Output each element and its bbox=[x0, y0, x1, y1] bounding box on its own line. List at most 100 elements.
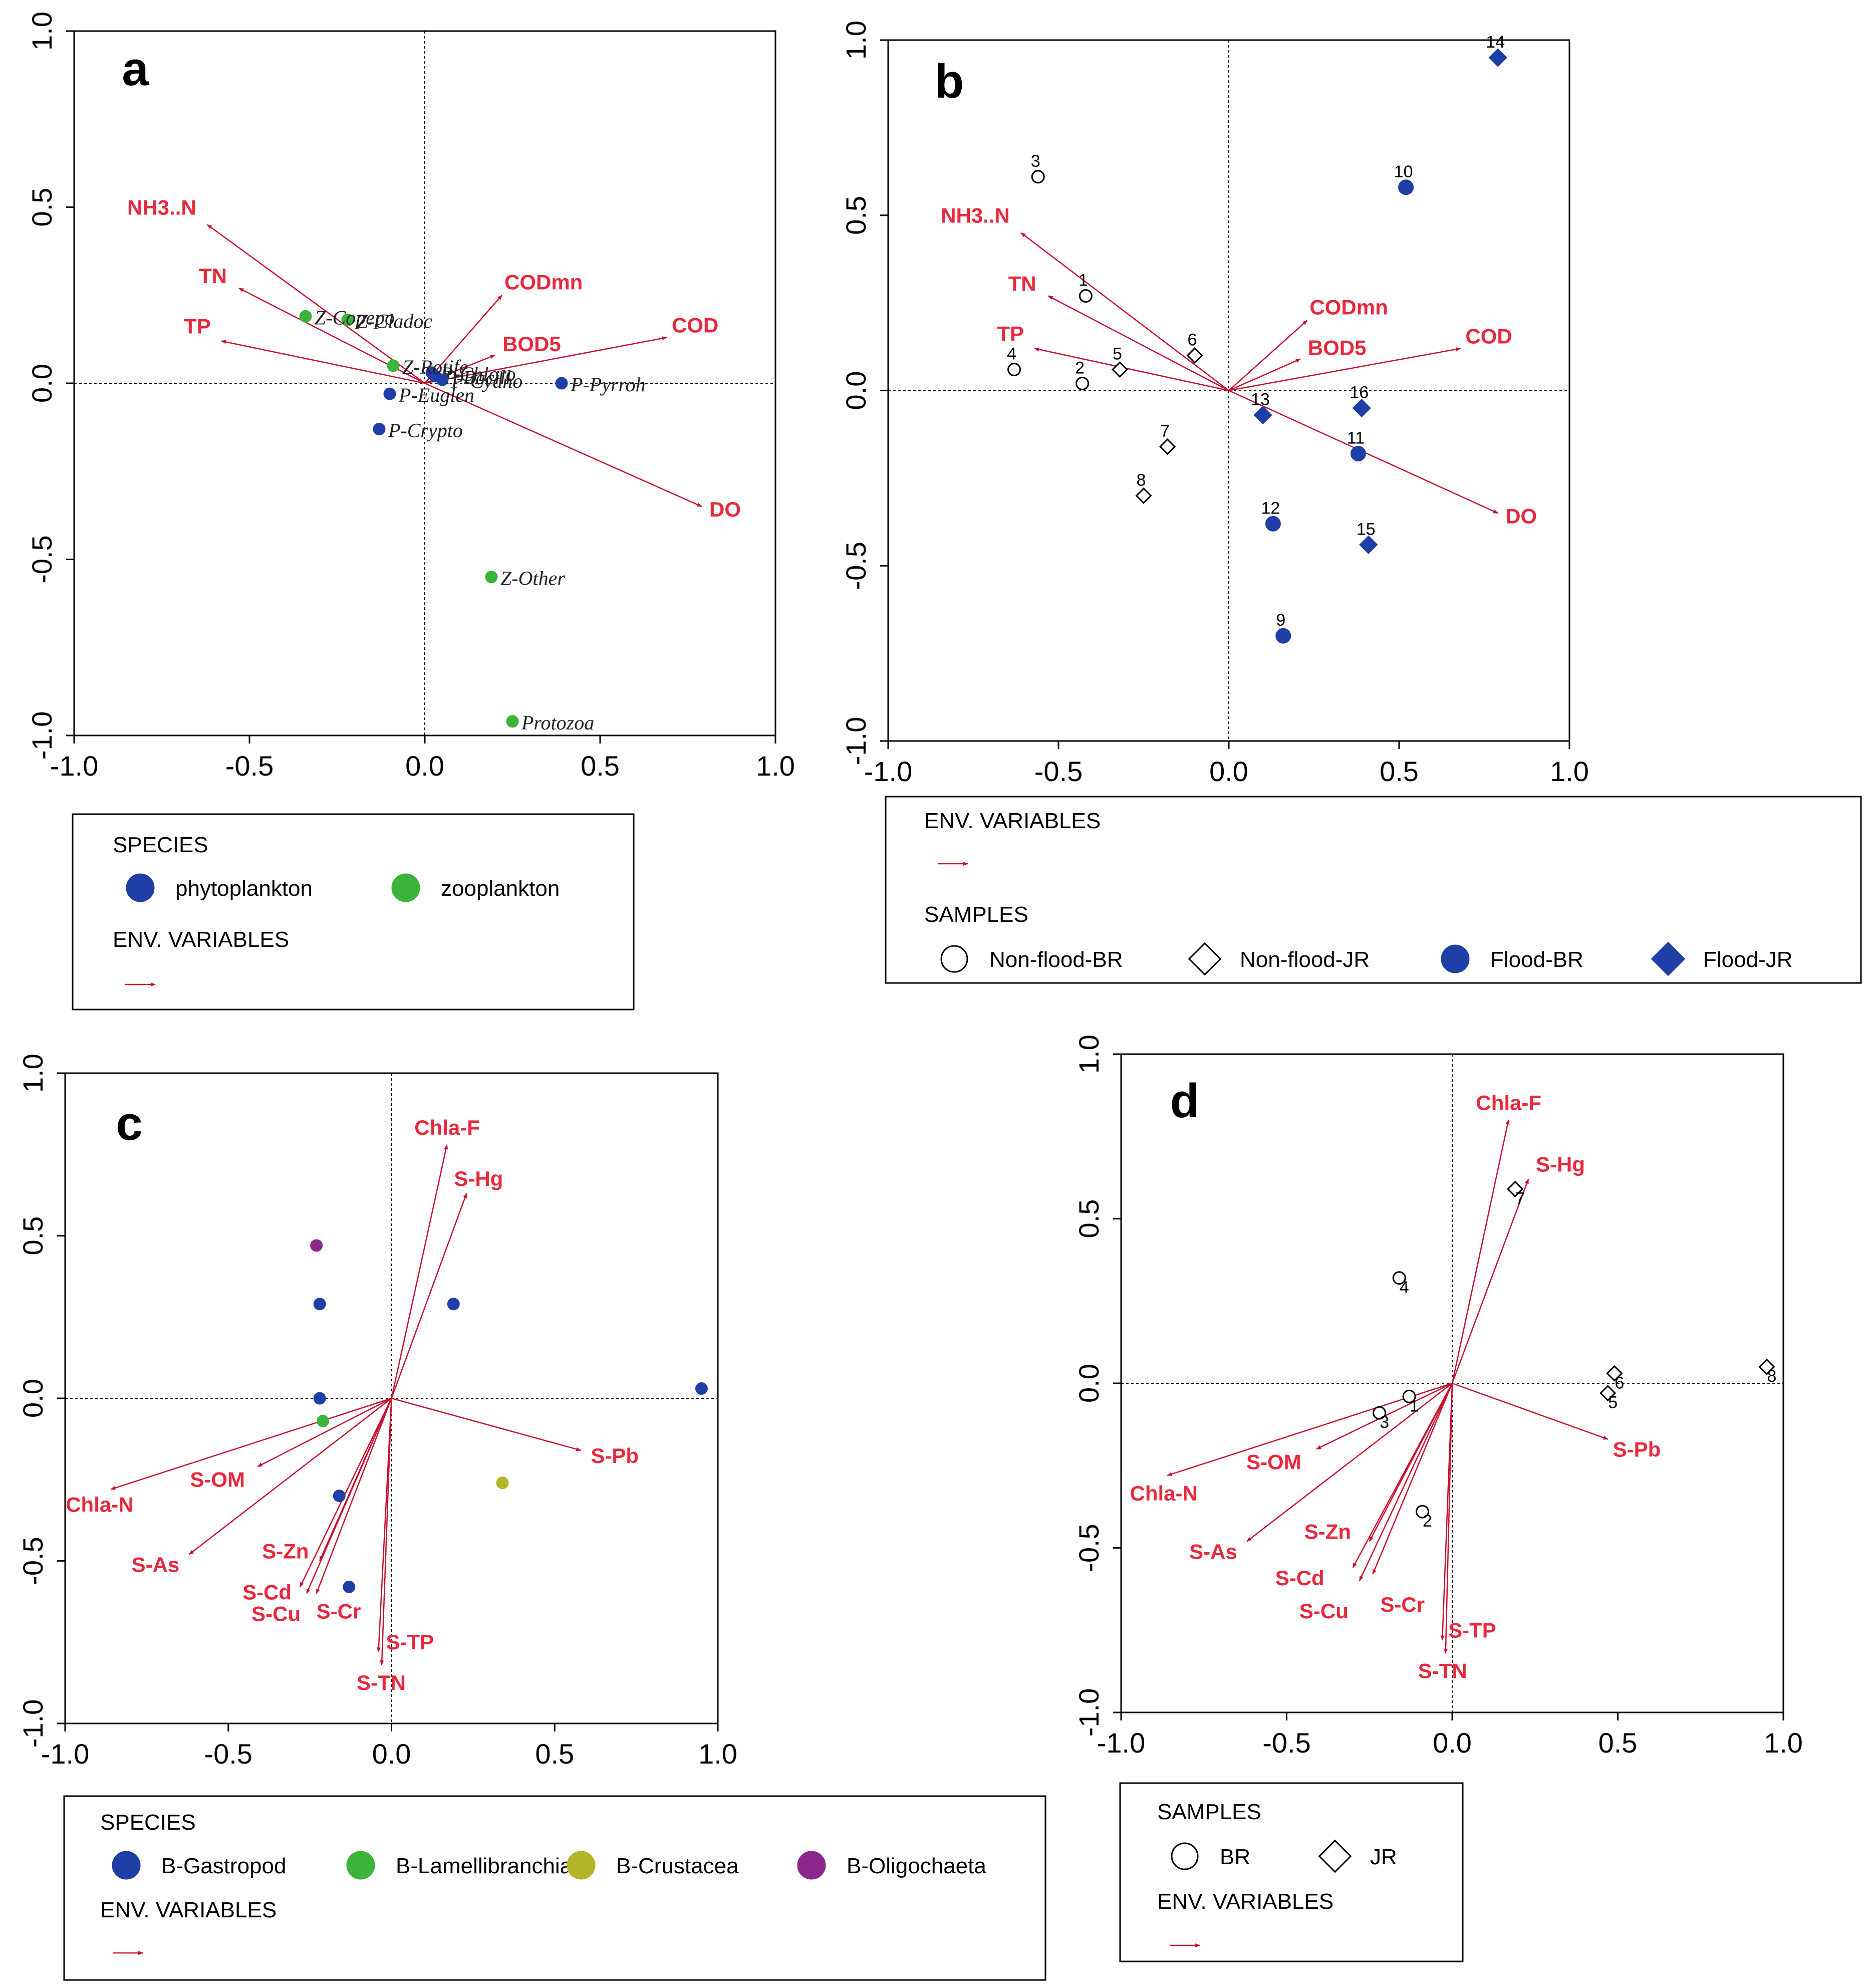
species-label: P-Crypto bbox=[388, 419, 463, 441]
sample-label: 14 bbox=[1486, 33, 1505, 52]
env-arrow-s-hg bbox=[391, 1193, 467, 1399]
legend-label-flood-jr: Flood-JR bbox=[1703, 947, 1793, 972]
y-tick-label: 1.0 bbox=[1073, 1035, 1105, 1074]
point-flood-br bbox=[1275, 628, 1291, 644]
env-arrow-tp bbox=[1034, 347, 1229, 391]
env-label-cod: COD bbox=[1465, 325, 1512, 348]
env-label-s-tp: S-TP bbox=[1448, 1618, 1496, 1642]
x-tick-label: 0.0 bbox=[372, 1738, 411, 1770]
legend-marker-flood-jr bbox=[1651, 941, 1686, 976]
legend-marker-jr bbox=[1318, 1839, 1352, 1873]
point-br bbox=[1392, 1271, 1406, 1285]
sample-label: 5 bbox=[1608, 1393, 1618, 1412]
sample-label: 3 bbox=[1380, 1413, 1389, 1432]
env-label-s-hg: S-Hg bbox=[454, 1167, 503, 1190]
panel-d: -1.0 -0.5 0.0 0.5 1.0 -1.0 -0.5 0.0 0.5 1.0 d Chla-… bbox=[1073, 1035, 1803, 1962]
x-tick-label: -1.0 bbox=[864, 756, 913, 787]
point-b-gastropod bbox=[313, 1392, 326, 1405]
env-label-s-as: S-As bbox=[1189, 1540, 1237, 1563]
point-phytoplankton bbox=[383, 387, 396, 400]
legend-title: ENV. VARIABLES bbox=[113, 927, 289, 952]
y-tick-label: -1.0 bbox=[26, 711, 58, 760]
y-tick-label: 0.5 bbox=[17, 1216, 49, 1256]
point-jr bbox=[1758, 1358, 1775, 1375]
legend-marker-zooplankton bbox=[391, 873, 420, 902]
point-b-gastropod bbox=[333, 1489, 346, 1503]
env-label-s-tn: S-TN bbox=[1418, 1659, 1467, 1683]
species-label: P-Bacill bbox=[444, 366, 511, 389]
y-tick-label: 0.0 bbox=[26, 364, 58, 403]
legend-title: SAMPLES bbox=[924, 902, 1028, 927]
sample-label: 4 bbox=[1400, 1278, 1409, 1297]
y-tick-label: 0.0 bbox=[1073, 1364, 1105, 1403]
point-flood-jr bbox=[1352, 398, 1371, 418]
species-label: Protozoa bbox=[521, 711, 594, 734]
sample-label: 6 bbox=[1615, 1373, 1624, 1392]
env-label-bod5: BOD5 bbox=[1308, 336, 1367, 360]
point-b-oligochaeta bbox=[310, 1239, 323, 1252]
env-arrow-do bbox=[424, 382, 702, 508]
species-label: P-Chloro bbox=[440, 363, 516, 385]
point-non-flood-br bbox=[1031, 170, 1045, 184]
env-label-chla-n: Chla-N bbox=[1130, 1481, 1198, 1505]
sample-label: 6 bbox=[1188, 331, 1197, 350]
legend-label-b-lamellibranchia: B-Lamellibranchia bbox=[396, 1854, 573, 1878]
y-tick-label: 0.5 bbox=[1073, 1199, 1105, 1238]
env-arrow-nh3-n bbox=[1020, 232, 1229, 391]
legend-marker-b-lamellibranchia bbox=[346, 1851, 375, 1880]
sample-label: 7 bbox=[1160, 421, 1170, 440]
legend-label-b-crustacea: B-Crustacea bbox=[616, 1854, 739, 1878]
env-arrow-tn bbox=[1047, 295, 1229, 391]
env-arrow-s-om bbox=[257, 1397, 392, 1467]
legend-marker-non-flood-jr bbox=[1188, 942, 1222, 976]
legend-title: SPECIES bbox=[100, 1810, 196, 1835]
point-b-gastropod bbox=[343, 1580, 356, 1593]
point-flood-jr bbox=[1253, 405, 1272, 425]
species-label: Z-Cladoc bbox=[357, 310, 432, 332]
env-label-do: DO bbox=[1505, 504, 1537, 528]
env-arrow-codmn bbox=[424, 295, 502, 384]
point-flood-jr bbox=[1359, 535, 1378, 554]
point-br bbox=[1416, 1505, 1430, 1519]
legend-label-b-gastropod: B-Gastropod bbox=[161, 1854, 286, 1878]
x-tick-label: -0.5 bbox=[204, 1738, 253, 1770]
legend-title: ENV. VARIABLES bbox=[1157, 1889, 1333, 1914]
env-label-s-pb: S-Pb bbox=[591, 1444, 639, 1467]
legend-label-flood-br: Flood-BR bbox=[1490, 947, 1583, 972]
env-label-s-om: S-OM bbox=[190, 1467, 245, 1491]
legend-b: ENV. VARIABLES SAMPLES Non-flood-BR Non-flo… bbox=[885, 796, 1862, 984]
env-label-s-as: S-As bbox=[132, 1553, 180, 1577]
env-label-tn: TN bbox=[1008, 272, 1036, 296]
legend-label-br: BR bbox=[1220, 1845, 1250, 1869]
legend-a: SPECIES phytoplankton zooplankton ENV. VARI… bbox=[72, 813, 635, 1011]
env-arrow-s-cr bbox=[316, 1398, 392, 1594]
point-non-flood-br bbox=[1079, 289, 1093, 303]
sample-label: 7 bbox=[1515, 1189, 1525, 1208]
x-tick-label: -1.0 bbox=[1097, 1727, 1146, 1759]
panel-a: -1.0 -0.5 0.0 0.5 1.0 -1.0 -0.5 0.0 0.5 1.0 a NH3..… bbox=[26, 12, 795, 1011]
env-arrow-chla-f bbox=[1451, 1119, 1510, 1384]
env-arrow-cod bbox=[424, 336, 667, 384]
sample-label: 3 bbox=[1031, 152, 1040, 171]
x-tick-label: 0.0 bbox=[405, 750, 444, 782]
env-label-s-tp: S-TP bbox=[386, 1630, 434, 1654]
env-label-codmn: CODmn bbox=[504, 270, 583, 294]
species-label: P-Pyrroh bbox=[570, 373, 646, 396]
x-tick-label: -0.5 bbox=[225, 750, 274, 782]
point-zooplankton bbox=[506, 715, 519, 728]
point-flood-br bbox=[1265, 516, 1281, 532]
panel-c: -1.0 -0.5 0.0 0.5 1.0 -1.0 -0.5 0.0 0.5 1.0 c Chla-… bbox=[17, 1054, 1046, 1981]
env-label-s-tn: S-TN bbox=[357, 1671, 406, 1694]
point-phytoplankton bbox=[373, 422, 386, 435]
point-zooplankton bbox=[299, 310, 312, 323]
env-label-s-cd: S-Cd bbox=[242, 1580, 292, 1604]
point-jr bbox=[1599, 1385, 1617, 1402]
env-arrow-chla-n bbox=[110, 1397, 392, 1490]
legend-title: SAMPLES bbox=[1157, 1800, 1261, 1824]
env-arrow-s-tn bbox=[380, 1398, 392, 1666]
sample-label: 5 bbox=[1113, 345, 1122, 364]
y-tick-label: 0.0 bbox=[17, 1379, 49, 1418]
env-arrow-s-hg bbox=[1451, 1178, 1529, 1384]
legend-box bbox=[72, 813, 635, 1011]
